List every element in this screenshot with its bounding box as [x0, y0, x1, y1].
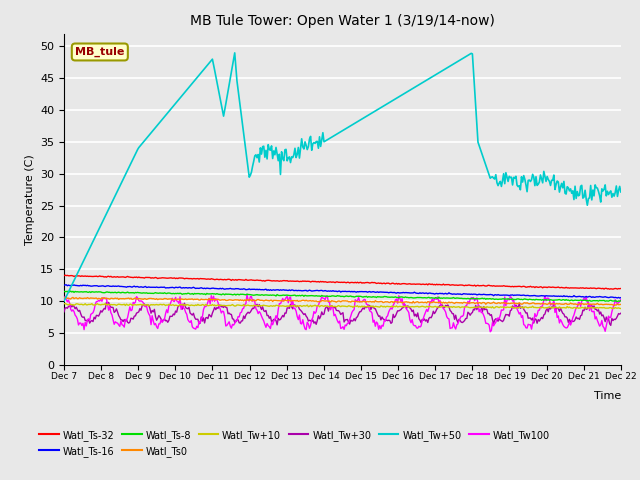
Watl_Tw+10	[617, 306, 625, 312]
Watl_Ts-16	[60, 282, 68, 288]
Watl_Ts-16	[605, 295, 612, 300]
Watl_Tw+10	[606, 305, 614, 311]
Watl_Ts0	[518, 301, 525, 307]
Watl_Ts-32	[329, 279, 337, 285]
Watl_Ts0	[329, 298, 337, 304]
Watl_Ts-16	[617, 295, 625, 300]
Watl_Tw+30	[607, 323, 614, 328]
Watl_Tw+30	[518, 304, 525, 310]
Watl_Ts-32	[60, 273, 68, 278]
Watl_Tw100	[393, 296, 401, 302]
Watl_Ts0	[605, 301, 612, 307]
Watl_Tw+10	[362, 304, 370, 310]
Watl_Tw+50	[362, 113, 370, 119]
Watl_Tw+30	[605, 316, 612, 322]
Watl_Ts-8	[362, 293, 370, 299]
Line: Watl_Ts0: Watl_Ts0	[64, 297, 621, 305]
Watl_Tw+50	[329, 133, 337, 139]
Watl_Tw+10	[329, 304, 337, 310]
Watl_Ts-8	[393, 295, 401, 300]
Line: Watl_Tw+10: Watl_Tw+10	[64, 303, 621, 309]
Watl_Tw+10	[572, 306, 580, 312]
Watl_Tw+50	[60, 298, 68, 304]
Watl_Ts0	[326, 298, 333, 304]
Watl_Tw+50	[617, 189, 625, 195]
Watl_Tw+30	[393, 311, 401, 316]
Watl_Tw+30	[329, 304, 337, 310]
Watl_Ts-16	[326, 288, 333, 294]
Watl_Tw+10	[518, 305, 525, 311]
Watl_Tw+50	[518, 174, 525, 180]
Watl_Ts-32	[326, 279, 333, 285]
Watl_Tw+10	[326, 304, 333, 310]
Watl_Ts0	[393, 299, 401, 305]
Line: Watl_Ts-32: Watl_Ts-32	[64, 275, 621, 289]
Watl_Ts-8	[614, 299, 621, 304]
Watl_Tw+30	[102, 300, 110, 305]
Watl_Ts-16	[616, 295, 623, 301]
Watl_Tw+50	[393, 96, 401, 101]
Text: MB_tule: MB_tule	[75, 47, 125, 57]
Watl_Ts-16	[518, 292, 525, 298]
Watl_Tw+30	[362, 305, 370, 311]
Watl_Tw+10	[393, 303, 401, 309]
Watl_Ts0	[60, 295, 68, 300]
Watl_Ts-32	[617, 286, 625, 291]
Line: Watl_Ts-16: Watl_Ts-16	[64, 285, 621, 298]
Watl_Ts-8	[326, 293, 333, 299]
Watl_Tw+10	[60, 301, 68, 307]
Watl_Tw100	[519, 313, 527, 319]
Line: Watl_Ts-8: Watl_Ts-8	[64, 291, 621, 301]
Watl_Ts-8	[329, 293, 337, 299]
Line: Watl_Tw+30: Watl_Tw+30	[64, 302, 621, 325]
Title: MB Tule Tower: Open Water 1 (3/19/14-now): MB Tule Tower: Open Water 1 (3/19/14-now…	[190, 14, 495, 28]
Watl_Ts-8	[518, 296, 525, 302]
Text: Time: Time	[593, 391, 621, 401]
Watl_Tw100	[326, 300, 333, 306]
Watl_Tw+50	[326, 135, 333, 141]
Watl_Tw+30	[60, 309, 68, 315]
Watl_Ts0	[617, 301, 625, 307]
Watl_Tw+50	[231, 50, 239, 56]
Watl_Ts-32	[362, 280, 370, 286]
Legend: Watl_Ts-32, Watl_Ts-16, Watl_Ts-8, Watl_Ts0, Watl_Tw+10, Watl_Tw+30, Watl_Tw+50,: Watl_Ts-32, Watl_Ts-16, Watl_Ts-8, Watl_…	[35, 426, 554, 460]
Watl_Ts0	[62, 294, 70, 300]
Watl_Tw100	[243, 291, 251, 297]
Watl_Ts0	[611, 302, 618, 308]
Watl_Ts-8	[617, 298, 625, 304]
Watl_Tw+10	[61, 300, 69, 306]
Watl_Ts0	[362, 299, 370, 305]
Watl_Ts-32	[518, 284, 525, 290]
Watl_Tw100	[362, 301, 370, 307]
Watl_Ts-16	[393, 290, 401, 296]
Line: Watl_Tw+50: Watl_Tw+50	[64, 53, 621, 301]
Y-axis label: Temperature (C): Temperature (C)	[24, 154, 35, 245]
Watl_Ts-32	[393, 280, 401, 286]
Watl_Ts-32	[61, 272, 69, 278]
Watl_Tw100	[617, 297, 625, 302]
Watl_Ts-16	[62, 282, 70, 288]
Watl_Tw100	[329, 305, 337, 311]
Watl_Tw100	[606, 315, 614, 321]
Watl_Ts-8	[605, 298, 612, 304]
Watl_Ts-8	[60, 288, 68, 294]
Watl_Tw+30	[617, 311, 625, 316]
Watl_Tw100	[60, 296, 68, 301]
Watl_Tw100	[486, 329, 494, 335]
Watl_Ts-8	[67, 288, 74, 294]
Watl_Ts-16	[329, 288, 337, 294]
Watl_Ts-32	[605, 286, 612, 291]
Watl_Ts-16	[362, 289, 370, 295]
Line: Watl_Tw100: Watl_Tw100	[64, 294, 621, 332]
Watl_Tw+50	[605, 192, 612, 197]
Watl_Ts-32	[606, 286, 614, 292]
Watl_Tw+30	[326, 303, 333, 309]
